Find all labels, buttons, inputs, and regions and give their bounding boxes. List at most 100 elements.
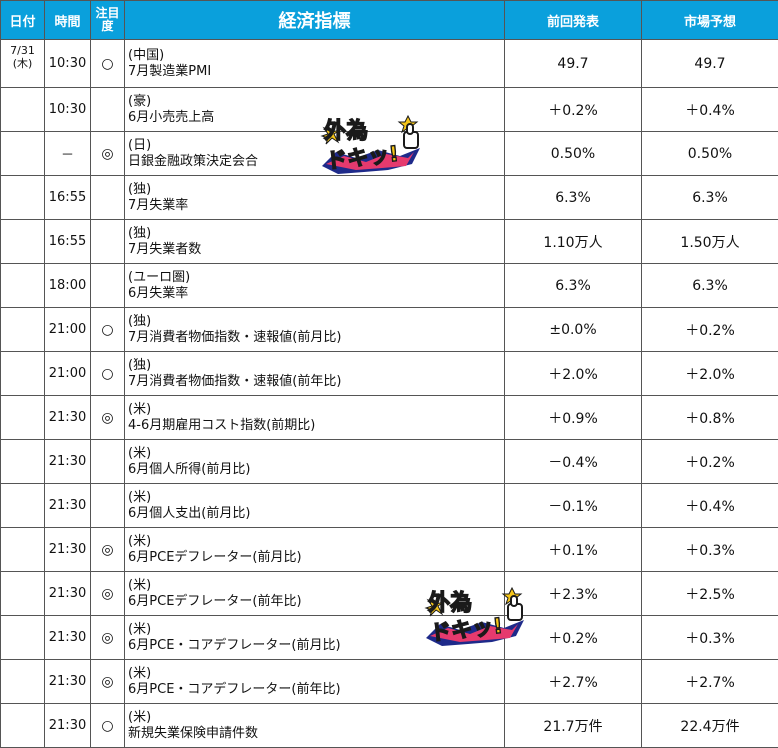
time-cell: 21:30: [45, 572, 91, 616]
table-row: 21:30◎(米)4-6月期雇用コスト指数(前期比)＋0.9%＋0.8%: [1, 396, 778, 440]
previous-value: 6.3%: [505, 176, 642, 220]
time-cell: 18:00: [45, 264, 91, 308]
previous-value: 1.10万人: [505, 220, 642, 264]
time-cell: 21:00: [45, 308, 91, 352]
date-cell-empty: [1, 528, 45, 572]
date-cell-empty: [1, 132, 45, 176]
previous-value: 0.50%: [505, 132, 642, 176]
indicator-name: 7月消費者物価指数・速報値(前月比): [128, 330, 504, 346]
indicator-name: 6月PCE・コアデフレーター(前年比): [128, 682, 504, 698]
attention-mark: ◎: [91, 616, 125, 660]
date-cell-empty: [1, 264, 45, 308]
previous-value: ＋0.2%: [505, 88, 642, 132]
time-cell: 10:30: [45, 88, 91, 132]
header-attention: 注目度: [91, 1, 125, 40]
indicator-cell: (米)6月個人所得(前月比): [125, 440, 505, 484]
table-row: 21:30◎(米)6月PCE・コアデフレーター(前月比)＋0.2%＋0.3%: [1, 616, 778, 660]
attention-mark: [91, 440, 125, 484]
attention-mark: [91, 484, 125, 528]
indicator-name: 7月失業者数: [128, 242, 504, 258]
indicator-name: 7月失業率: [128, 198, 504, 214]
indicator-cell: (日)日銀金融政策決定会合: [125, 132, 505, 176]
date-cell-empty: [1, 88, 45, 132]
indicator-region: (独): [128, 226, 504, 242]
previous-value: －0.4%: [505, 440, 642, 484]
forecast-value: ＋0.3%: [642, 528, 778, 572]
previous-value: ＋0.9%: [505, 396, 642, 440]
forecast-value: ＋0.8%: [642, 396, 778, 440]
forecast-value: ＋2.0%: [642, 352, 778, 396]
forecast-value: 6.3%: [642, 176, 778, 220]
indicator-name: 7月消費者物価指数・速報値(前年比): [128, 374, 504, 390]
forecast-value: ＋0.4%: [642, 88, 778, 132]
indicator-cell: (独)7月消費者物価指数・速報値(前月比): [125, 308, 505, 352]
date-cell-empty: [1, 308, 45, 352]
attention-mark: ◎: [91, 572, 125, 616]
indicator-region: (米): [128, 534, 504, 550]
indicator-region: (米): [128, 402, 504, 418]
previous-value: ＋2.7%: [505, 660, 642, 704]
indicator-cell: (独)7月失業者数: [125, 220, 505, 264]
date-cell-empty: [1, 484, 45, 528]
date-cell-empty: [1, 352, 45, 396]
time-cell: 21:00: [45, 352, 91, 396]
indicator-region: (独): [128, 358, 504, 374]
forecast-value: ＋0.2%: [642, 308, 778, 352]
indicator-name: 6月PCEデフレーター(前月比): [128, 550, 504, 566]
attention-mark: ◎: [91, 660, 125, 704]
indicator-region: (米): [128, 446, 504, 462]
time-cell: 21:30: [45, 440, 91, 484]
badge-text-top: 外為: [324, 118, 368, 144]
time-cell: 21:30: [45, 704, 91, 748]
previous-value: －0.1%: [505, 484, 642, 528]
forecast-value: 49.7: [642, 40, 778, 88]
forecast-value: ＋2.5%: [642, 572, 778, 616]
indicator-cell: (ユーロ圏)6月失業率: [125, 264, 505, 308]
date-cell-empty: [1, 572, 45, 616]
previous-value: 49.7: [505, 40, 642, 88]
header-forecast: 市場予想: [642, 1, 778, 40]
attention-mark: [91, 264, 125, 308]
table-row: 21:30 (米)6月個人所得(前月比)－0.4%＋0.2%: [1, 440, 778, 484]
forecast-value: ＋0.2%: [642, 440, 778, 484]
indicator-region: (米): [128, 710, 504, 726]
date-cell-empty: [1, 704, 45, 748]
date-cell-empty: [1, 176, 45, 220]
indicator-cell: (独)7月消費者物価指数・速報値(前年比): [125, 352, 505, 396]
time-cell: 21:30: [45, 528, 91, 572]
table-row: 21:30◎(米)6月PCEデフレーター(前月比)＋0.1%＋0.3%: [1, 528, 778, 572]
time-cell: 21:30: [45, 616, 91, 660]
indicator-region: (米): [128, 666, 504, 682]
table-row: 21:00○(独)7月消費者物価指数・速報値(前年比)＋2.0%＋2.0%: [1, 352, 778, 396]
time-cell: 10:30: [45, 40, 91, 88]
date-cell: 7/31(木): [1, 40, 45, 88]
previous-value: ＋0.1%: [505, 528, 642, 572]
previous-value: ＋2.0%: [505, 352, 642, 396]
table-header-row: 日付 時間 注目度 経済指標 前回発表 市場予想: [1, 1, 778, 40]
previous-value: ±0.0%: [505, 308, 642, 352]
attention-mark: ○: [91, 40, 125, 88]
table-row: 21:30◎(米)6月PCE・コアデフレーター(前年比)＋2.7%＋2.7%: [1, 660, 778, 704]
indicator-cell: (米)6月個人支出(前月比): [125, 484, 505, 528]
date-cell-empty: [1, 660, 45, 704]
indicator-region: (中国): [128, 48, 504, 64]
indicator-name: 6月個人支出(前月比): [128, 506, 504, 522]
indicator-name: 7月製造業PMI: [128, 64, 504, 80]
indicator-name: 4-6月期雇用コスト指数(前期比): [128, 418, 504, 434]
forecast-value: ＋0.3%: [642, 616, 778, 660]
attention-mark: ○: [91, 704, 125, 748]
date-cell-empty: [1, 440, 45, 484]
indicator-region: (ユーロ圏): [128, 270, 504, 286]
badge-text-top: 外為: [428, 590, 472, 616]
indicator-cell: (米)6月PCE・コアデフレーター(前年比): [125, 660, 505, 704]
indicator-region: (独): [128, 314, 504, 330]
table-row: 21:30◎(米)6月PCEデフレーター(前年比)＋2.3%＋2.5%: [1, 572, 778, 616]
attention-mark: [91, 220, 125, 264]
previous-value: 21.7万件: [505, 704, 642, 748]
header-previous: 前回発表: [505, 1, 642, 40]
time-cell: －: [45, 132, 91, 176]
attention-mark: ◎: [91, 132, 125, 176]
